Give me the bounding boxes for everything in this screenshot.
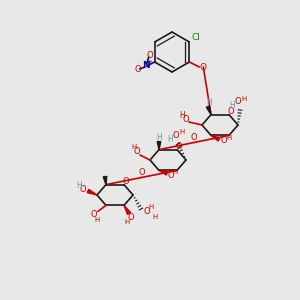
Polygon shape bbox=[159, 170, 168, 175]
Text: O: O bbox=[138, 168, 145, 177]
Text: H: H bbox=[206, 98, 212, 107]
Text: H: H bbox=[242, 96, 247, 102]
Text: O: O bbox=[183, 115, 189, 124]
Text: O: O bbox=[235, 98, 241, 106]
Text: O: O bbox=[144, 208, 150, 217]
Text: H: H bbox=[226, 135, 232, 141]
Text: N: N bbox=[142, 61, 149, 70]
Text: H: H bbox=[131, 144, 136, 150]
Polygon shape bbox=[103, 176, 107, 184]
Text: H: H bbox=[229, 100, 235, 109]
Polygon shape bbox=[211, 135, 220, 141]
Text: H: H bbox=[124, 219, 130, 225]
Text: Cl: Cl bbox=[192, 34, 201, 43]
Text: O: O bbox=[221, 136, 227, 145]
Text: H: H bbox=[148, 204, 154, 210]
Text: H: H bbox=[179, 129, 184, 135]
Text: O: O bbox=[134, 64, 141, 74]
Text: O: O bbox=[168, 171, 174, 180]
Text: H: H bbox=[94, 218, 100, 224]
Text: O: O bbox=[128, 213, 134, 222]
Text: O: O bbox=[200, 62, 207, 71]
Text: H: H bbox=[156, 133, 162, 142]
Text: O: O bbox=[91, 210, 97, 219]
Text: O: O bbox=[173, 131, 179, 140]
Polygon shape bbox=[157, 142, 161, 150]
Text: O: O bbox=[228, 107, 234, 116]
Text: O: O bbox=[134, 148, 140, 157]
Text: H: H bbox=[152, 214, 158, 220]
Polygon shape bbox=[206, 106, 211, 115]
Text: O: O bbox=[80, 184, 86, 194]
Text: O: O bbox=[123, 177, 129, 186]
Polygon shape bbox=[124, 206, 130, 214]
Text: O: O bbox=[176, 142, 182, 151]
Text: O: O bbox=[191, 133, 197, 142]
Text: -: - bbox=[152, 48, 155, 54]
Text: H: H bbox=[172, 169, 178, 175]
Text: H: H bbox=[179, 110, 185, 119]
Text: O: O bbox=[146, 50, 153, 59]
Text: H: H bbox=[167, 136, 173, 145]
Text: H: H bbox=[76, 181, 82, 190]
Polygon shape bbox=[87, 189, 97, 195]
Text: +: + bbox=[147, 59, 153, 65]
